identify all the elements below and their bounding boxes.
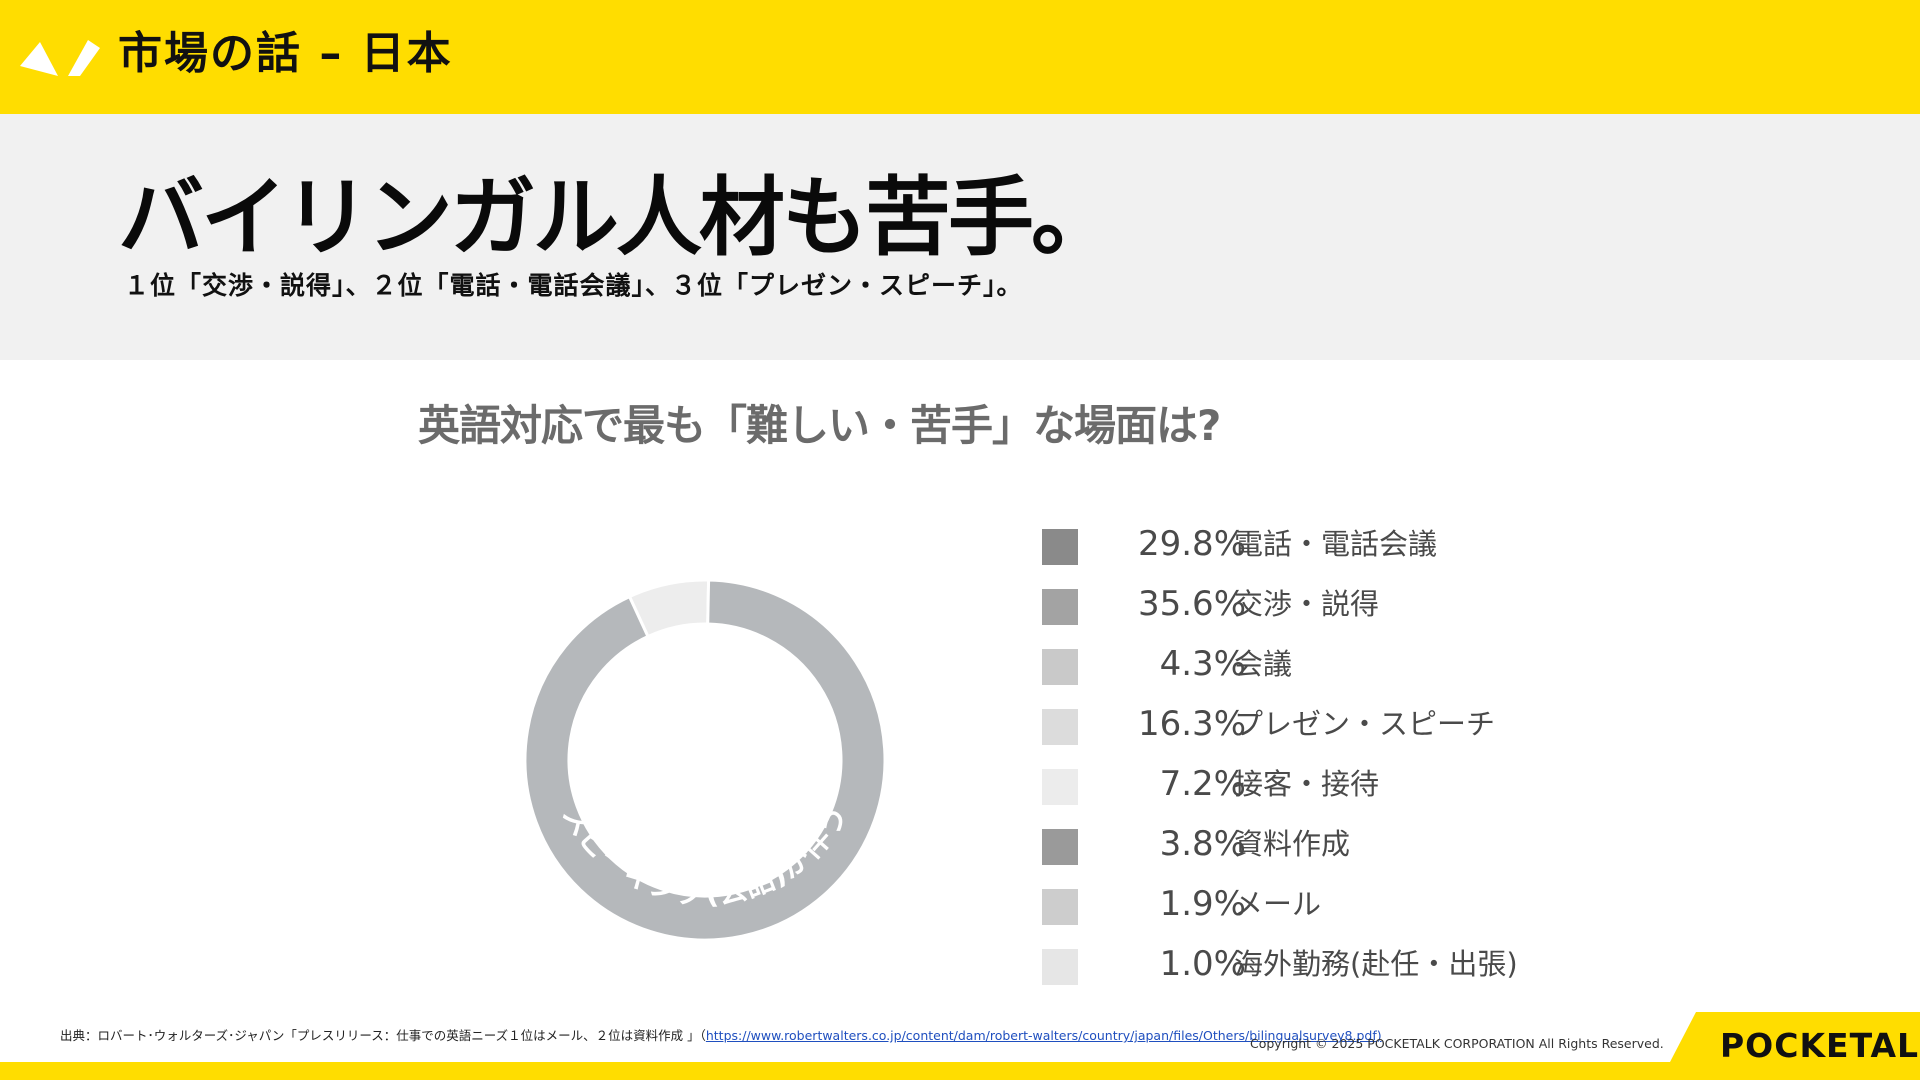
source-link[interactable]: https://www.robertwalters.co.jp/content/… [705, 1028, 1382, 1043]
source-citation: 出典：ロバート･ウォルターズ･ジャパン「プレスリリース：仕事での英語ニーズ１位は… [60, 1026, 1382, 1046]
donut-segment-speaking [523, 578, 887, 942]
legend-swatch [1042, 889, 1078, 925]
legend-item: 4.3% 会議 [1042, 640, 1602, 688]
hero-panel: バイリンガル人材も苦手。 １位「交渉・説得」、２位「電話・電話会議」、３位「プレ… [0, 114, 1920, 360]
legend-label: 接客・接待 [1234, 767, 1380, 801]
source-text: 出典：ロバート･ウォルターズ･ジャパン「プレスリリース：仕事での英語ニーズ１位は… [60, 1028, 706, 1043]
chart-title: 英語対応で最も「難しい・苦手」な場面は? [418, 401, 1221, 450]
legend-value: 16.3% [1137, 704, 1246, 744]
donut-segments [523, 578, 887, 942]
legend-label: 海外勤務(赴任・出張) [1234, 947, 1518, 981]
legend-value: 4.3% [1159, 644, 1246, 684]
legend-label: 交渉・説得 [1234, 587, 1380, 621]
top-banner: 市場の話 – 日本 [0, 0, 1920, 114]
legend-item: 16.3% プレゼン・スピーチ [1042, 700, 1602, 748]
legend-swatch [1042, 769, 1078, 805]
legend-label: 会議 [1234, 647, 1293, 681]
legend-swatch [1042, 529, 1078, 565]
legend-item: 35.6% 交渉・説得 [1042, 580, 1602, 628]
legend-label: プレゼン・スピーチ [1234, 707, 1496, 741]
bottom-banner [0, 1062, 1920, 1080]
section-title: 市場の話 – 日本 [118, 28, 453, 79]
legend-swatch [1042, 649, 1078, 685]
legend-value: 3.8% [1159, 824, 1246, 864]
legend-label: 資料作成 [1234, 827, 1351, 861]
legend-value: 1.9% [1159, 884, 1246, 924]
donut-chart: スピーキング(会話)が伴う [523, 578, 887, 942]
legend-swatch [1042, 589, 1078, 625]
legend-label: 電話・電話会議 [1234, 527, 1438, 561]
legend-item: 7.2% 接客・接待 [1042, 760, 1602, 808]
legend-item: 3.8% 資料作成 [1042, 820, 1602, 868]
brand-chevron-icon [20, 40, 100, 76]
legend-value: 1.0% [1159, 944, 1246, 984]
legend-swatch [1042, 829, 1078, 865]
copyright-notice: Copyright © 2025 POCKETALK CORPORATION A… [1250, 1036, 1664, 1051]
legend-item: 1.9% メール [1042, 880, 1602, 928]
legend-swatch [1042, 949, 1078, 985]
legend-swatch [1042, 709, 1078, 745]
page-headline: バイリンガル人材も苦手。 [118, 168, 1117, 268]
legend-value: 35.6% [1137, 584, 1246, 624]
brand-logo: POCKETALK [1720, 1026, 1920, 1065]
legend-item: 1.0% 海外勤務(赴任・出張) [1042, 940, 1602, 988]
brand-tab [1670, 1012, 1920, 1062]
legend-value: 7.2% [1159, 764, 1246, 804]
legend-item: 29.8% 電話・電話会議 [1042, 520, 1602, 568]
legend-label: メール [1234, 887, 1322, 921]
ranking-summary: １位「交渉・説得」、２位「電話・電話会議」、３位「プレゼン・スピーチ」。 [124, 271, 1023, 300]
legend-value: 29.8% [1137, 524, 1246, 564]
